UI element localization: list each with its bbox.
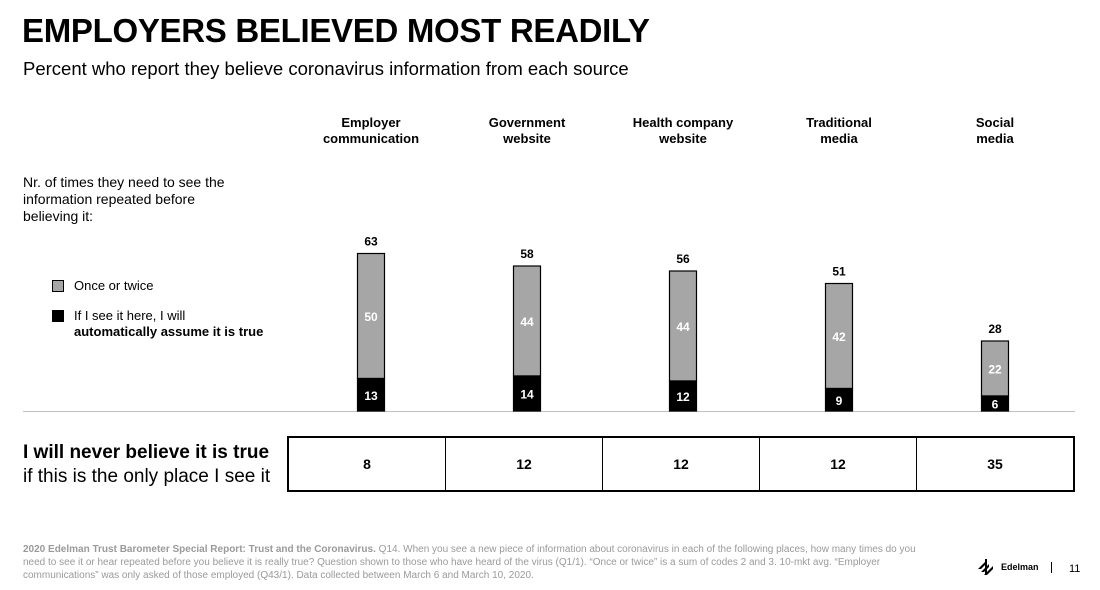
footnote: 2020 Edelman Trust Barometer Special Rep… [23, 543, 933, 582]
category-label-social-media: Social media [976, 115, 1015, 146]
legend-swatch-once [52, 280, 64, 292]
edelman-logo-icon [978, 559, 993, 575]
data-label-once-government: 44 [520, 315, 534, 329]
never-believe-table: 8 12 12 12 35 [287, 436, 1075, 492]
data-label-total-traditional-media: 51 [832, 265, 846, 279]
data-label-auto-traditional-media: 9 [836, 394, 843, 408]
never-cell-employer: 8 [363, 456, 371, 472]
never-believe-label: I will never believe it is true if this … [23, 441, 270, 489]
category-label-health-company: Health company website [633, 115, 734, 146]
bar-auto-health-company [668, 380, 698, 412]
page-number: 11 [1069, 563, 1081, 575]
data-label-total-health-company: 56 [676, 252, 690, 266]
bar-auto-social-media [980, 395, 1010, 412]
never-believe-label-line1: I will never believe it is true [23, 442, 270, 463]
legend-label-auto-line1: If I see it here, I will [74, 308, 186, 323]
category-label-traditional-media: Traditional media [806, 115, 872, 146]
category-label-employer: Employer communication [323, 115, 419, 146]
data-label-once-employer: 50 [364, 310, 378, 324]
bar-once-employer [356, 252, 386, 380]
bar-once-traditional-media [824, 282, 854, 390]
category-label-government: Government website [489, 115, 566, 146]
never-cell-traditional-media: 12 [759, 438, 916, 490]
bar-once-social-media [980, 340, 1010, 397]
bar-auto-traditional-media [824, 387, 854, 412]
never-cell-health-company: 12 [602, 438, 759, 490]
legend-label-once: Once or twice [74, 278, 154, 293]
legend: Once or twice If I see it here, I will a… [52, 278, 263, 354]
data-label-auto-employer: 13 [364, 389, 378, 403]
data-label-auto-health-company: 12 [676, 390, 690, 404]
edelman-logo-text: Edelman [1001, 562, 1039, 572]
never-cell-government: 12 [445, 438, 602, 490]
data-label-total-social-media: 28 [988, 322, 1002, 336]
footnote-text: Q14. When you see a new piece of informa… [23, 544, 916, 581]
stacked-bar-chart: Employer communication 50 13 63 Government web… [23, 115, 1075, 412]
legend-label-auto-line2: automatically assume it is true [74, 324, 264, 339]
edelman-logo: Edelman [976, 556, 1039, 578]
legend-item-once: Once or twice [52, 278, 263, 294]
data-label-once-health-company: 44 [676, 320, 690, 334]
data-label-auto-social-media: 6 [992, 398, 999, 412]
footer-separator [1051, 562, 1052, 573]
data-label-total-government: 58 [520, 247, 534, 261]
bar-auto-government [512, 375, 542, 412]
footnote-source: 2020 Edelman Trust Barometer Special Rep… [23, 544, 376, 555]
legend-swatch-auto [52, 310, 64, 322]
data-label-once-social-media: 22 [988, 363, 1002, 377]
bar-once-government [512, 265, 542, 377]
page-subtitle: Percent who report they believe coronavi… [23, 58, 629, 79]
legend-item-auto: If I see it here, I will automatically a… [52, 308, 263, 340]
repeat-label: Nr. of times they need to see the inform… [23, 174, 225, 224]
bar-auto-employer [356, 377, 386, 412]
page-title: EMPLOYERS BELIEVED MOST READILY [22, 12, 650, 49]
data-label-total-employer: 63 [364, 235, 378, 249]
never-believe-label-line2: if this is the only place I see it [23, 466, 271, 487]
never-cell-social-media: 35 [916, 438, 1073, 490]
data-label-once-traditional-media: 42 [832, 330, 846, 344]
data-label-auto-government: 14 [520, 388, 534, 402]
bar-once-health-company [668, 270, 698, 382]
